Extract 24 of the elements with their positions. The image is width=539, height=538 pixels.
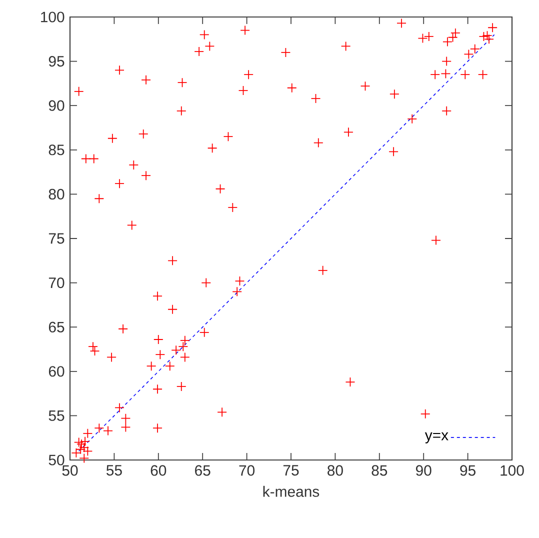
x-tick-label: 85 [372, 465, 388, 476]
y-tick-label: 55 [48, 410, 64, 421]
y-tick-label: 95 [48, 56, 64, 67]
x-tick-label: 55 [106, 465, 122, 476]
x-tick-label: 65 [195, 465, 210, 476]
y-tick-label: 90 [48, 100, 64, 111]
x-tick-label: 95 [460, 465, 476, 476]
x-tick-label: 70 [239, 465, 255, 476]
x-tick-label: 50 [62, 465, 78, 476]
x-tick-label: 80 [328, 465, 343, 476]
y-tick-label: 60 [48, 366, 64, 377]
y-tick-label: 85 [48, 144, 64, 156]
y-tick-label: 75 [48, 233, 64, 244]
y-tick-label: 50 [48, 454, 64, 466]
y-tick-label: 70 [48, 278, 64, 288]
x-tick-label: 60 [150, 465, 166, 476]
x-tick-label: 90 [416, 465, 432, 476]
x-tick-label: 100 [500, 465, 524, 476]
y-tick-label: 80 [48, 188, 64, 200]
legend-label: y=x [424, 432, 448, 444]
x-tick-label: 75 [283, 465, 299, 476]
y-tick-label: 65 [48, 322, 64, 332]
y-tick-label: 100 [41, 12, 64, 22]
x-axis-title: k-means [263, 486, 320, 497]
